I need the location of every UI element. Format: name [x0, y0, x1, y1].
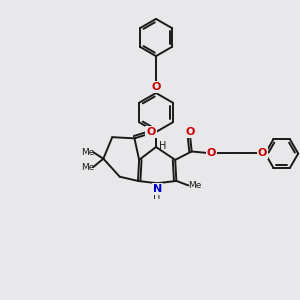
Text: O: O — [207, 148, 216, 158]
Text: N: N — [152, 184, 162, 194]
Text: O: O — [257, 148, 267, 158]
Text: O: O — [151, 82, 161, 92]
Text: Me: Me — [81, 148, 94, 157]
Text: H: H — [159, 141, 166, 151]
Text: H: H — [154, 191, 161, 201]
Text: O: O — [146, 127, 156, 137]
Text: O: O — [185, 127, 195, 137]
Text: Me: Me — [188, 181, 202, 190]
Text: Me: Me — [81, 163, 94, 172]
